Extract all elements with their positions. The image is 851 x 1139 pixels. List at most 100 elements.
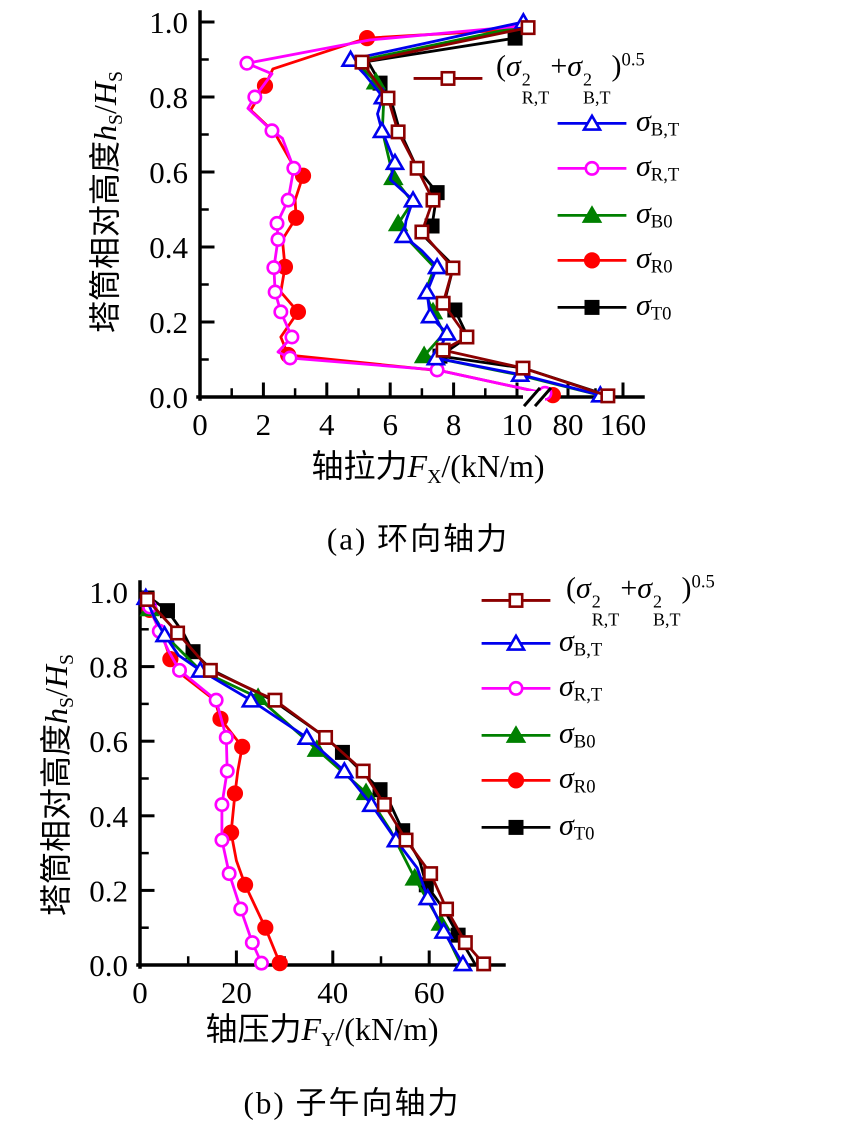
y-tick-label: 0.4: [149, 230, 188, 265]
series-sigma-R0-marker-icon: [289, 303, 307, 320]
legend-label-combined: (σ 2 R,T +σ 2 B,T)0.5: [496, 49, 645, 106]
label-fragment: Y: [321, 1028, 336, 1051]
chart-a-caption: (a) 环向轴力: [326, 521, 510, 557]
series-sigma-BT-marker-icon: [433, 921, 454, 939]
legend-key-sigma-T0: [557, 299, 627, 315]
series-combined-marker-icon: [414, 224, 430, 240]
label-fragment: +: [550, 49, 568, 83]
label-fragment: σ: [559, 624, 574, 658]
series-sigma-RT-marker-icon: [233, 901, 249, 917]
series-combined-marker-icon: [398, 832, 414, 848]
series-sigma-RT-marker-icon: [267, 284, 283, 300]
label-fragment: σ: [559, 669, 574, 703]
series-sigma-R0-marker-icon: [257, 919, 274, 936]
label-fragment: R0: [573, 776, 596, 798]
label-fragment: R,T: [650, 164, 680, 186]
series-sigma-RT-marker-icon: [172, 662, 188, 678]
series-sigma-RT-marker-icon: [214, 832, 230, 848]
label-fragment: σ: [637, 571, 653, 605]
series-combined: [354, 20, 616, 404]
series-sigma-RT-marker-icon: [273, 304, 289, 320]
y-tick-label: 0.6: [89, 724, 128, 759]
legend-label-sigma-R0: σR0: [559, 761, 596, 798]
legend-label-sigma-B0: σB0: [559, 716, 596, 753]
series-sigma-RT-marker-icon: [239, 55, 255, 71]
legend-marker-filled-square-icon: [508, 819, 524, 835]
label-fragment: S: [104, 70, 127, 82]
legend-marker-open-triangle-icon: [581, 112, 603, 131]
legend-key-combined: [481, 592, 551, 608]
series-sigma-R0-line: [140, 591, 282, 964]
y-tick-label: 0.2: [89, 873, 128, 908]
label-fragment: S: [55, 696, 78, 709]
series-sigma-BT-marker-icon: [154, 624, 175, 643]
label-fragment: B0: [650, 211, 673, 233]
series-sigma-R0-marker-icon: [226, 785, 244, 802]
axis-break-slash: [522, 386, 542, 408]
series-combined-marker-icon: [459, 329, 475, 345]
legend-label-sigma-RT: σR,T: [636, 149, 679, 186]
y-tick-label: 1.0: [149, 5, 188, 40]
series-combined-marker-icon: [439, 901, 455, 917]
series-combined-marker-icon: [457, 935, 473, 951]
series-sigma-BT-marker-icon: [419, 305, 441, 324]
label-fragment: σ: [636, 288, 651, 322]
series-sigma-RT-marker-icon: [284, 329, 300, 345]
label-fragment: T0: [650, 303, 672, 325]
series-sigma-R0-marker-icon: [271, 955, 288, 972]
legend-item-sigma-T0: σT0: [557, 288, 671, 325]
legend-label-sigma-T0: σT0: [559, 808, 594, 845]
x-tick-label: 0: [192, 407, 208, 442]
axes: 0.0 0.2 0.4 0.6 0.8 1.0 0 20 40 60: [89, 575, 506, 1010]
label-fragment: (: [566, 571, 576, 605]
series-sigma-RT-marker-icon: [266, 260, 282, 276]
y-tick-label: 0.4: [89, 799, 128, 834]
label-fragment: σ: [636, 196, 651, 230]
label-fragment: (: [496, 49, 506, 83]
series-sigma-RT-marker-icon: [214, 797, 230, 813]
series-sigma-RT-marker-icon: [247, 89, 263, 105]
legend-key-sigma-R0: [557, 251, 627, 269]
series-sigma-RT: [239, 24, 553, 401]
legend-key-sigma-RT: [557, 160, 627, 176]
label-fragment: +: [620, 571, 638, 605]
label-fragment: H: [38, 664, 75, 689]
legend-marker-filled-circle-icon: [507, 771, 525, 789]
legend-label-sigma-R0: σR0: [636, 241, 673, 278]
script-stack: 2 R,T: [521, 69, 550, 108]
series-combined-marker-icon: [390, 124, 406, 140]
series-sigma-RT-marker-icon: [219, 763, 235, 779]
legend-key-sigma-B0: [557, 204, 627, 223]
label-fragment: B,T: [650, 119, 680, 141]
chart-a-y-axis-label: 塔筒相对高度hS/HS: [80, 71, 128, 333]
legend-item-combined: (σ 2 R,T +σ 2 B,T)0.5: [481, 571, 715, 630]
series-combined-marker-icon: [435, 295, 451, 311]
series-sigma-BT-marker-icon: [334, 760, 355, 779]
series-sigma-B0-marker-icon: [413, 345, 435, 364]
series-combined-marker-icon: [170, 625, 186, 641]
chart-b-caption: (b) 子午向轴力: [243, 1085, 461, 1121]
script-stack: 2 B,T: [653, 591, 681, 630]
x-tick-label: 0: [132, 975, 148, 1010]
series-combined-marker-icon: [423, 866, 439, 882]
label-fragment: S: [55, 653, 78, 665]
label-fragment: ): [681, 571, 692, 605]
series-combined-marker-icon: [202, 662, 218, 678]
label-fragment: ): [611, 49, 622, 83]
chart-b-y-axis-label: 塔筒相对高度hS/HS: [31, 654, 79, 916]
legend-item-sigma-RT: σR,T: [557, 149, 679, 186]
series-sigma-BT-marker-icon: [296, 727, 318, 745]
series-combined-marker-icon: [476, 956, 492, 972]
series-sigma-BT-marker-icon: [402, 189, 424, 208]
series-sigma-R0-marker-icon: [236, 876, 254, 893]
axes: 0.0 0.2 0.4 0.6 0.8 1.0 0 2 4 6 8 10 80 160: [149, 5, 646, 442]
series-combined-marker-icon: [267, 692, 283, 708]
series-sigma-BT-marker-icon: [426, 256, 448, 275]
series-sigma-BT-marker-icon: [436, 323, 458, 341]
label-fragment: X: [427, 465, 442, 488]
x-tick-label: 40: [317, 975, 348, 1010]
legend-marker-filled-triangle-icon: [581, 204, 603, 223]
y-tick-label: 1.0: [89, 575, 128, 610]
label-fragment: σ: [576, 571, 591, 605]
